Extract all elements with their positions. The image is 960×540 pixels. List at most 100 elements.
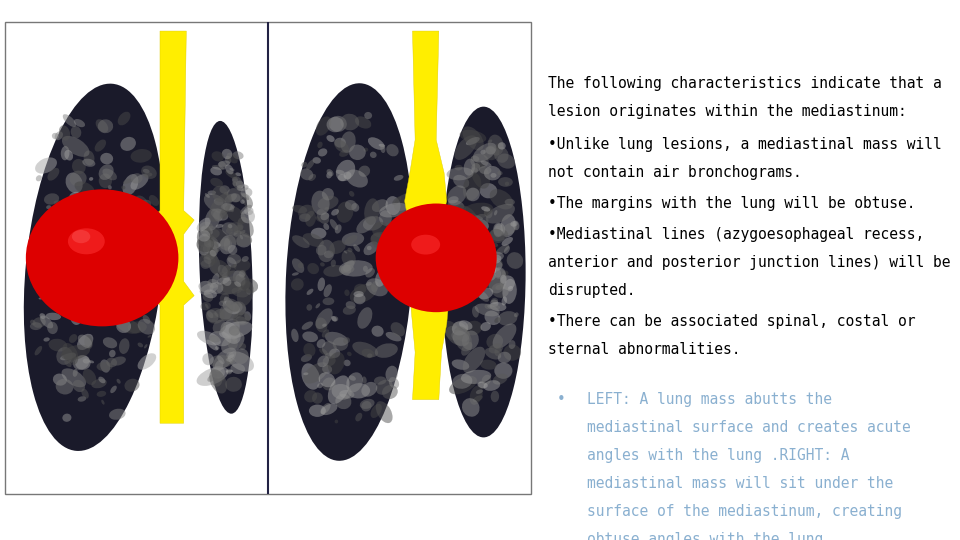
Text: mediastinal surface and creates acute: mediastinal surface and creates acute bbox=[587, 420, 910, 435]
Ellipse shape bbox=[316, 245, 326, 255]
Ellipse shape bbox=[487, 334, 503, 349]
Ellipse shape bbox=[204, 256, 211, 264]
Ellipse shape bbox=[240, 235, 243, 239]
Ellipse shape bbox=[83, 159, 95, 167]
Ellipse shape bbox=[137, 353, 156, 370]
Ellipse shape bbox=[302, 233, 324, 247]
Ellipse shape bbox=[329, 116, 347, 132]
Ellipse shape bbox=[204, 237, 220, 252]
Ellipse shape bbox=[206, 244, 218, 256]
Ellipse shape bbox=[224, 192, 228, 195]
Ellipse shape bbox=[500, 214, 516, 237]
Ellipse shape bbox=[210, 336, 217, 342]
Ellipse shape bbox=[49, 339, 67, 352]
Ellipse shape bbox=[329, 348, 340, 358]
Ellipse shape bbox=[353, 294, 366, 305]
Ellipse shape bbox=[326, 171, 332, 178]
Ellipse shape bbox=[199, 121, 252, 414]
Ellipse shape bbox=[449, 260, 475, 276]
Ellipse shape bbox=[324, 284, 332, 297]
Ellipse shape bbox=[317, 383, 324, 388]
Ellipse shape bbox=[63, 200, 75, 206]
Ellipse shape bbox=[131, 149, 152, 163]
Ellipse shape bbox=[316, 303, 321, 308]
Ellipse shape bbox=[86, 287, 98, 294]
Ellipse shape bbox=[100, 153, 113, 164]
Ellipse shape bbox=[228, 254, 241, 264]
Ellipse shape bbox=[241, 187, 252, 198]
Ellipse shape bbox=[339, 390, 354, 399]
Ellipse shape bbox=[72, 230, 90, 243]
Ellipse shape bbox=[379, 210, 392, 226]
Ellipse shape bbox=[134, 200, 151, 216]
Ellipse shape bbox=[316, 216, 321, 222]
Text: sternal abnormalities.: sternal abnormalities. bbox=[548, 342, 741, 357]
Ellipse shape bbox=[226, 228, 232, 234]
Ellipse shape bbox=[492, 267, 506, 279]
Ellipse shape bbox=[227, 188, 243, 202]
Ellipse shape bbox=[71, 231, 83, 240]
Ellipse shape bbox=[78, 301, 84, 310]
Ellipse shape bbox=[133, 195, 149, 217]
Ellipse shape bbox=[486, 204, 515, 224]
Ellipse shape bbox=[348, 375, 356, 381]
Ellipse shape bbox=[345, 289, 349, 296]
Ellipse shape bbox=[237, 185, 249, 191]
Ellipse shape bbox=[331, 316, 337, 321]
Ellipse shape bbox=[99, 213, 109, 231]
Ellipse shape bbox=[46, 313, 61, 320]
Ellipse shape bbox=[344, 360, 350, 366]
Text: not contain air bronchograms.: not contain air bronchograms. bbox=[548, 165, 803, 180]
Text: angles with the lung .RIGHT: A: angles with the lung .RIGHT: A bbox=[587, 448, 849, 463]
Ellipse shape bbox=[355, 116, 372, 129]
Ellipse shape bbox=[204, 289, 217, 298]
Ellipse shape bbox=[209, 369, 228, 394]
Ellipse shape bbox=[500, 275, 507, 284]
Ellipse shape bbox=[120, 207, 136, 222]
Ellipse shape bbox=[303, 373, 308, 375]
Ellipse shape bbox=[495, 143, 503, 150]
Ellipse shape bbox=[200, 244, 217, 265]
Ellipse shape bbox=[139, 233, 149, 240]
Ellipse shape bbox=[491, 242, 498, 247]
Ellipse shape bbox=[318, 240, 335, 262]
Ellipse shape bbox=[233, 301, 247, 315]
Ellipse shape bbox=[471, 156, 479, 161]
Ellipse shape bbox=[228, 352, 254, 372]
Ellipse shape bbox=[67, 205, 70, 211]
Ellipse shape bbox=[118, 112, 131, 125]
Ellipse shape bbox=[341, 131, 356, 153]
Ellipse shape bbox=[235, 274, 246, 286]
Ellipse shape bbox=[488, 260, 502, 272]
Ellipse shape bbox=[217, 356, 225, 364]
Ellipse shape bbox=[82, 389, 89, 399]
Ellipse shape bbox=[372, 222, 388, 238]
Ellipse shape bbox=[302, 332, 318, 342]
Ellipse shape bbox=[346, 170, 368, 187]
Ellipse shape bbox=[73, 254, 79, 260]
Ellipse shape bbox=[497, 153, 515, 168]
Ellipse shape bbox=[133, 273, 147, 285]
Ellipse shape bbox=[116, 379, 121, 384]
Text: anterior and posterior junction lines) will be: anterior and posterior junction lines) w… bbox=[548, 255, 951, 270]
Ellipse shape bbox=[502, 271, 509, 276]
Ellipse shape bbox=[70, 225, 82, 236]
Ellipse shape bbox=[455, 165, 463, 171]
Ellipse shape bbox=[231, 301, 243, 313]
Ellipse shape bbox=[62, 343, 78, 365]
Ellipse shape bbox=[242, 193, 250, 200]
Ellipse shape bbox=[197, 218, 210, 232]
Ellipse shape bbox=[469, 256, 477, 270]
Ellipse shape bbox=[89, 177, 93, 181]
Ellipse shape bbox=[352, 342, 378, 357]
Ellipse shape bbox=[241, 279, 258, 293]
Ellipse shape bbox=[473, 395, 483, 402]
Ellipse shape bbox=[391, 322, 405, 336]
Ellipse shape bbox=[234, 281, 241, 287]
Ellipse shape bbox=[452, 360, 469, 370]
Ellipse shape bbox=[370, 152, 376, 158]
Ellipse shape bbox=[237, 281, 253, 306]
Ellipse shape bbox=[110, 356, 126, 366]
Ellipse shape bbox=[228, 357, 233, 363]
Ellipse shape bbox=[65, 173, 83, 193]
